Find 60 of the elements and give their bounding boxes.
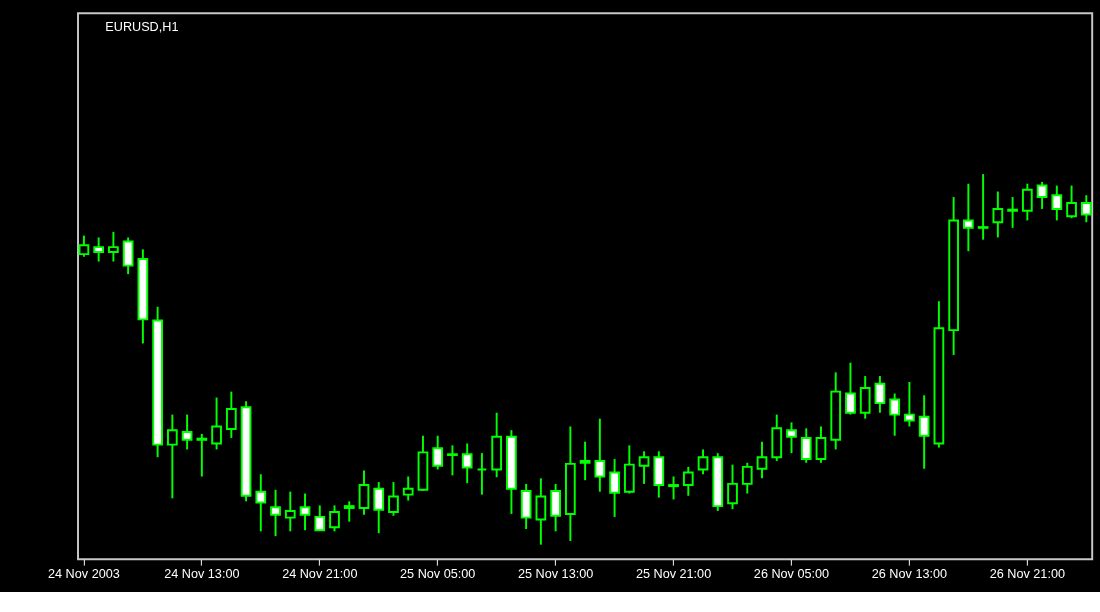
candlestick: [992, 190, 1004, 239]
candlestick: [845, 361, 856, 416]
x-tick-label: 25 Nov 13:00: [517, 567, 594, 582]
candlestick: [786, 421, 797, 455]
candlestick: [1051, 184, 1063, 222]
candlestick: [918, 394, 930, 470]
candlestick: [727, 463, 738, 511]
candlestick: [1007, 196, 1018, 229]
candlestick: [402, 475, 414, 502]
x-tick-label: 24 Nov 21:00: [282, 567, 358, 582]
candlestick: [889, 392, 901, 437]
candlestick: [638, 450, 650, 485]
candlestick: [181, 413, 193, 451]
candlestick: [535, 477, 547, 546]
x-tick-label: 24 Nov 13:00: [164, 567, 240, 582]
candlestick: [609, 458, 620, 518]
candlestick: [270, 488, 281, 538]
candlestick: [329, 504, 340, 533]
candlestick: [697, 448, 709, 476]
x-tick-label: 26 Nov 05:00: [753, 567, 830, 582]
x-tick-label: 25 Nov 21:00: [635, 567, 712, 582]
candlestick: [93, 236, 105, 263]
candlestick: [977, 173, 989, 241]
x-tick-label: 25 Nov 05:00: [400, 567, 476, 582]
candlestick: [432, 434, 444, 471]
candlestick: [358, 469, 370, 516]
x-tick-label: 26 Nov 21:00: [989, 567, 1065, 582]
candlestick: [1021, 182, 1033, 222]
candlestick: [963, 182, 974, 253]
candlestick: [211, 396, 222, 451]
candlestick: [284, 490, 296, 533]
candlestick: [1080, 194, 1092, 224]
candlestick: [668, 475, 679, 501]
candlestick: [447, 444, 458, 477]
candlestick: [299, 492, 311, 532]
candlestick: [594, 417, 606, 493]
candlestick: [343, 500, 355, 523]
candlestick: [741, 461, 753, 495]
candlestick: [815, 425, 827, 464]
candlestick: [255, 473, 267, 533]
candlestick: [682, 465, 694, 497]
candlestick: [196, 432, 208, 478]
candlestick: [1066, 184, 1077, 220]
x-tick-label: 26 Nov 13:00: [871, 567, 948, 582]
candlestick: [874, 375, 886, 414]
candlestick: [225, 390, 237, 439]
candlestick: [108, 230, 119, 263]
candlestick: [314, 504, 326, 532]
candlestick: [373, 481, 385, 535]
candlestick: [579, 440, 591, 482]
candlestick: [1036, 180, 1048, 210]
candlestick: [78, 234, 90, 258]
candlestick: [388, 481, 399, 517]
candlestick: [904, 381, 915, 428]
candlestick: [756, 440, 768, 480]
x-tick-label: 24 Nov 2003: [48, 567, 120, 582]
candlestick: [800, 427, 812, 464]
chart-title: EURUSD,H1: [105, 19, 179, 34]
candlestick: [166, 413, 178, 500]
candlestick: [461, 442, 473, 485]
